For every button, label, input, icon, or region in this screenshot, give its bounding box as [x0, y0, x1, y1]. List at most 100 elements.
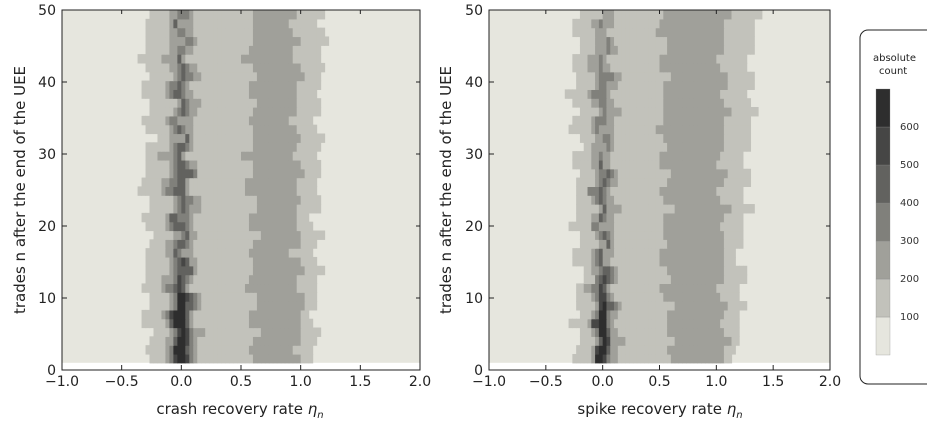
- right-density-cell: [632, 274, 638, 285]
- right-density-cell: [686, 98, 691, 108]
- left-density-cell: [260, 186, 266, 196]
- left-density-cell: [233, 36, 238, 46]
- right-density-cell: [716, 71, 721, 82]
- legend-tick-label: 200: [900, 274, 919, 285]
- right-density-cell: [663, 159, 668, 170]
- left-density-cell: [221, 283, 226, 293]
- left-density-cell: [181, 204, 186, 214]
- right-density-cell: [587, 336, 592, 346]
- right-density-cell: [595, 107, 600, 117]
- left-density-cell: [264, 107, 270, 117]
- left-density-cell: [185, 230, 190, 240]
- right-density-cell: [731, 71, 736, 82]
- right-density-cell: [598, 177, 604, 187]
- left-density-cell: [276, 54, 282, 64]
- right-density-cell: [632, 107, 638, 117]
- right-density-cell: [655, 80, 661, 90]
- left-density-cell: [181, 256, 186, 267]
- right-density-cell: [636, 204, 642, 214]
- right-density-cell: [712, 36, 717, 46]
- left-density-cell: [161, 274, 167, 285]
- right-density-cell: [720, 71, 725, 82]
- right-density-cell: [731, 274, 736, 285]
- right-density-cell: [587, 239, 592, 249]
- right-density-cell: [678, 151, 683, 161]
- left-density-cell: [280, 256, 286, 267]
- left-density-cell: [312, 230, 318, 240]
- right-density-cell: [712, 274, 717, 285]
- right-density-cell: [625, 327, 630, 337]
- left-density-cell: [193, 54, 198, 64]
- right-density-cell: [674, 71, 680, 82]
- left-density-cell: [268, 204, 274, 214]
- left-density-cell: [288, 309, 294, 320]
- right-density-cell: [723, 36, 729, 46]
- left-density-cell: [185, 186, 190, 196]
- left-density-cell: [264, 248, 270, 258]
- left-density-cell: [165, 186, 170, 196]
- right-density-cell: [655, 212, 661, 223]
- right-density-cell: [614, 10, 619, 20]
- right-density-cell: [697, 107, 702, 117]
- right-density-cell: [739, 45, 744, 55]
- right-density-cell: [689, 309, 695, 320]
- left-density-cell: [276, 292, 282, 302]
- left-density-cell: [205, 221, 210, 232]
- right-density-cell: [659, 107, 664, 117]
- left-density-cell: [256, 345, 262, 355]
- right-density-cell: [716, 248, 721, 258]
- left-density-cell: [304, 10, 310, 20]
- left-density-cell: [221, 239, 226, 249]
- left-density-cell: [201, 62, 206, 73]
- left-density-cell: [221, 151, 226, 161]
- left-density-cell: [237, 45, 242, 55]
- left-density-cell: [225, 327, 230, 337]
- right-density-cell: [610, 239, 615, 249]
- left-density-cell: [153, 327, 159, 337]
- right-density-cell: [735, 327, 740, 337]
- left-density-cell: [185, 274, 190, 285]
- right-density-cell: [720, 248, 725, 258]
- right-density-cell: [617, 45, 623, 55]
- left-density-cell: [237, 239, 242, 249]
- left-density-cell: [292, 124, 298, 135]
- left-density-cell: [284, 274, 290, 285]
- left-density-cell: [268, 36, 274, 46]
- left-density-cell: [173, 248, 178, 258]
- left-density-cell: [197, 353, 202, 364]
- left-density-cell: [173, 195, 178, 205]
- left-density-cell: [189, 133, 194, 143]
- left-density-cell: [161, 309, 167, 320]
- left-density-cell: [308, 265, 314, 276]
- right-density-cell: [651, 212, 657, 223]
- right-density-cell: [583, 230, 589, 240]
- right-density-cell: [629, 212, 634, 223]
- left-density-cell: [229, 274, 234, 285]
- left-density-cell: [237, 71, 242, 82]
- left-density-cell: [225, 62, 230, 73]
- right-density-cell: [659, 345, 664, 355]
- right-density-cell: [606, 115, 611, 126]
- left-density-cell: [241, 177, 246, 187]
- left-density-cell: [217, 168, 222, 179]
- left-density-cell: [213, 212, 218, 223]
- left-density-cell: [237, 230, 242, 240]
- right-density-cell: [686, 301, 691, 311]
- right-density-cell: [674, 133, 680, 143]
- left-density-cell: [237, 151, 242, 161]
- right-density-cell: [712, 248, 717, 258]
- right-density-cell: [591, 18, 596, 29]
- right-density-cell: [727, 353, 733, 364]
- left-density-cell: [256, 195, 262, 205]
- right-density-cell: [636, 265, 642, 276]
- right-density-cell: [614, 345, 619, 355]
- right-density-cell: [670, 212, 676, 223]
- right-density-cell: [648, 336, 653, 346]
- left-density-cell: [256, 115, 262, 126]
- left-density-cell: [157, 36, 163, 46]
- left-density-cell: [185, 89, 190, 99]
- right-density-cell: [636, 18, 642, 29]
- left-density-cell: [177, 168, 182, 179]
- right-density-cell: [667, 195, 672, 205]
- left-density-cell: [316, 327, 322, 337]
